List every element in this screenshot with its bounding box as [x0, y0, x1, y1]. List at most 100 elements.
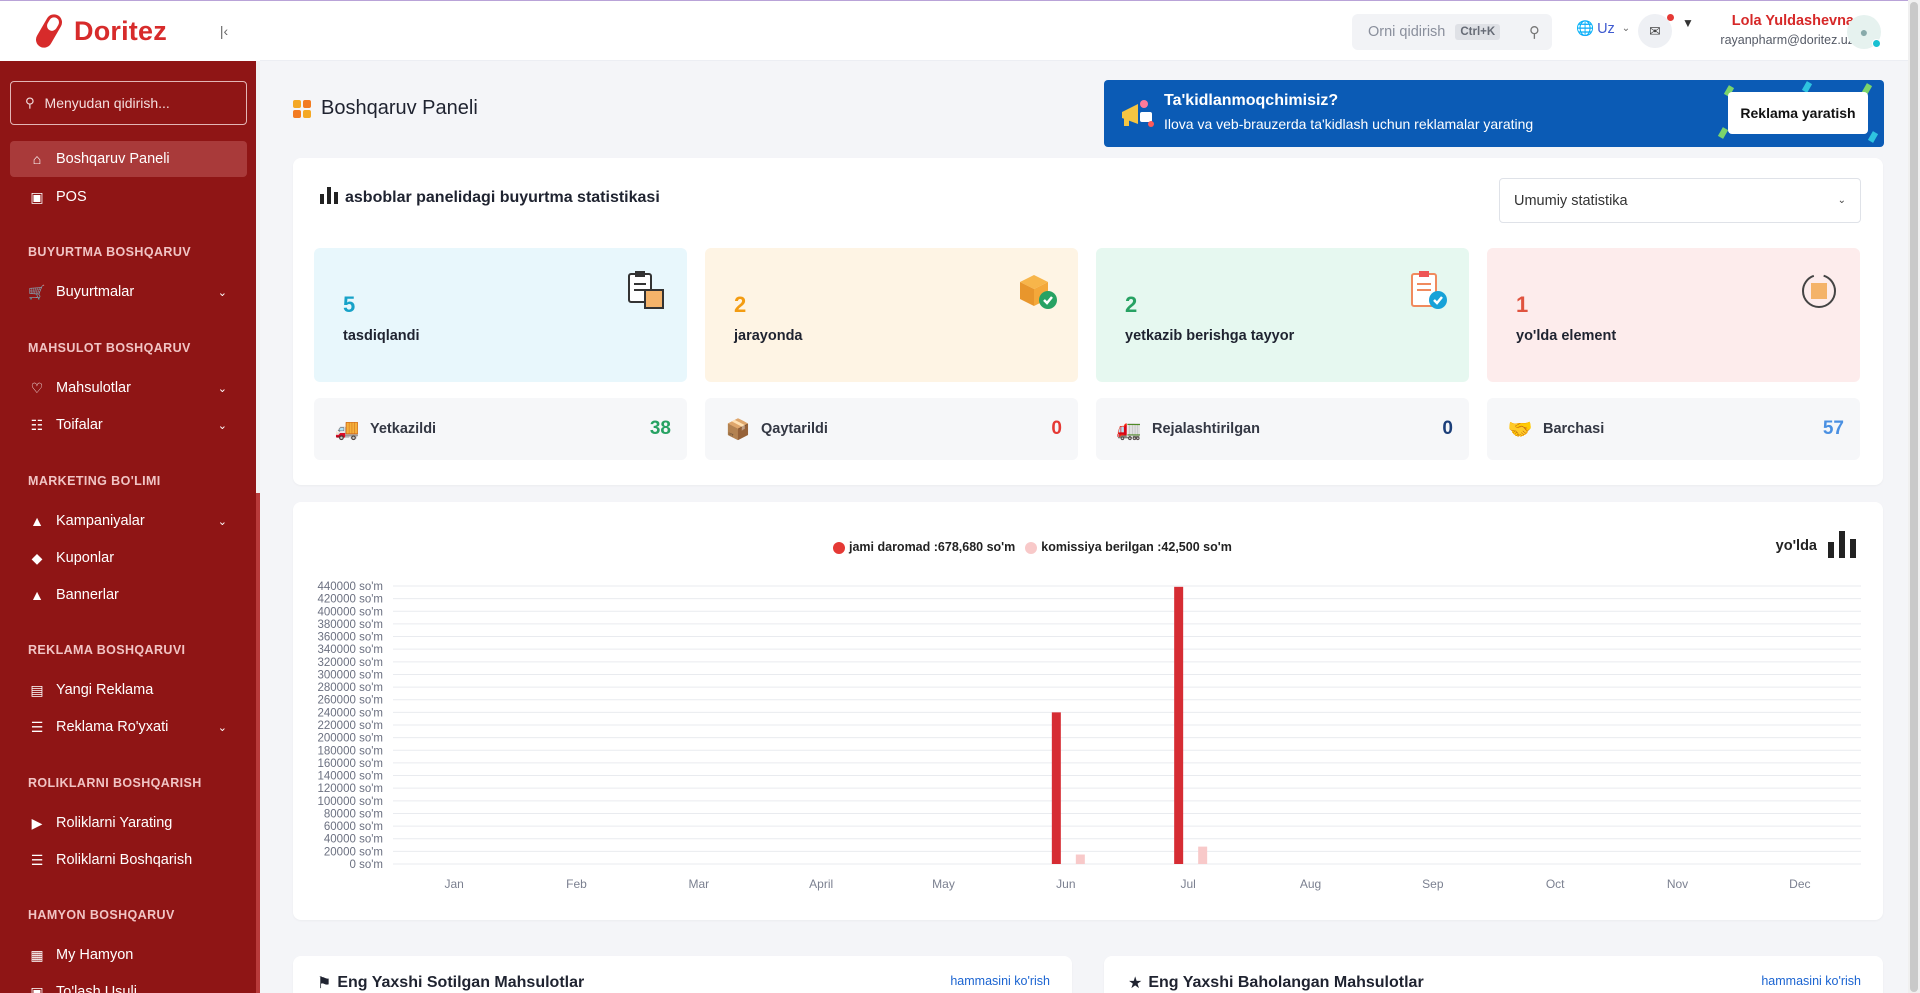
section-label-marketing: MARKETING BO'LIMI: [28, 474, 161, 488]
stat-processing[interactable]: 2 jarayonda: [705, 248, 1078, 382]
sidebar-item-products[interactable]: ♡ Mahsulotlar ⌄: [10, 370, 247, 406]
x-tick-label: Nov: [1667, 877, 1688, 891]
stat-confirmed[interactable]: 5 tasdiqlandi: [314, 248, 687, 382]
y-tick-label: 120000 so'm: [318, 783, 384, 795]
bar-revenue-jul[interactable]: [1174, 586, 1184, 864]
y-tick-label: 0 so'm: [349, 859, 383, 871]
sidebar-item-banners[interactable]: ▲ Bannerlar: [10, 577, 247, 613]
chevron-down-icon: ⌄: [1621, 23, 1631, 34]
sidebar-item-label: My Hamyon: [56, 947, 134, 963]
y-tick-label: 200000 so'm: [318, 733, 384, 745]
stats-title: asboblar panelidagi buyurtma statistikas…: [319, 186, 660, 209]
clipboard-box-icon: [625, 270, 667, 312]
stat-label: tasdiqlandi: [343, 328, 420, 344]
stat-ready[interactable]: 2 yetkazib berishga tayyor: [1096, 248, 1469, 382]
sidebar-item-new-ad[interactable]: ▤ Yangi Reklama: [10, 672, 247, 708]
chevron-down-icon: ⌄: [217, 286, 227, 299]
sidebar-item-label: POS: [56, 189, 87, 205]
y-tick-label: 180000 so'm: [318, 745, 384, 757]
sidebar-scrollbar[interactable]: [256, 61, 260, 993]
list-icon: ☰: [30, 718, 44, 735]
chart-filter[interactable]: yo'lda: [1776, 530, 1857, 562]
sidebar-item-ad-list[interactable]: ☰ Reklama Ro'yxati ⌄: [10, 709, 247, 745]
summary-all[interactable]: 🤝 Barchasi 57: [1487, 398, 1860, 460]
stat-value: 2: [734, 292, 747, 317]
category-icon: ☷: [30, 416, 44, 433]
video-icon: ▶: [31, 814, 43, 831]
stat-value: 1: [1516, 292, 1529, 317]
banner-icon: ▲: [30, 587, 44, 603]
wallet-icon: ▦: [30, 946, 44, 963]
page-scrollbar-thumb[interactable]: [1910, 2, 1918, 992]
search-icon: ⚲: [25, 95, 35, 110]
see-all-link[interactable]: hammasini ko'rish: [1761, 974, 1861, 988]
brand-logo[interactable]: Doritez |‹: [0, 0, 260, 61]
sidebar-item-wallet[interactable]: ▦ My Hamyon: [10, 937, 247, 973]
stats-filter-select[interactable]: Umumiy statistika ⌄: [1499, 178, 1861, 223]
legend-item-commission[interactable]: komissiya berilgan :42,500 so'm: [1025, 540, 1232, 554]
tag-icon: ♡: [30, 379, 44, 396]
sidebar-item-orders[interactable]: 🛒 Buyurtmalar ⌄: [10, 274, 247, 310]
bar-commission-jun[interactable]: [1075, 854, 1085, 864]
summary-label: Barchasi: [1543, 421, 1605, 437]
search-shortcut-badge: Ctrl+K: [1455, 24, 1501, 40]
user-name[interactable]: Lola Yuldashevna: [1731, 13, 1854, 29]
section-label-videos: ROLIKLARNI BOSHQARISH: [28, 776, 202, 790]
sidebar-item-dashboard[interactable]: ⌂ Boshqaruv Paneli: [10, 141, 247, 177]
sidebar-item-label: Kuponlar: [56, 550, 115, 566]
summary-scheduled[interactable]: 🚛 Rejalashtirilgan 0: [1096, 398, 1469, 460]
bar-revenue-jun[interactable]: [1051, 712, 1061, 864]
section-label-orders: BUYURTMA BOSHQARUV: [28, 245, 191, 259]
best-selling-title-text: Eng Yaxshi Sotilgan Mahsulotlar: [337, 974, 585, 991]
promo-title: Ta'kidlanmoqchimisiz?: [1164, 92, 1339, 109]
sidebar-item-create-video[interactable]: ▶ Roliklarni Yarating: [10, 805, 247, 841]
bar-commission-jul[interactable]: [1198, 846, 1208, 864]
hand-coin-icon: 🤝: [1507, 419, 1533, 441]
sidebar-item-categories[interactable]: ☷ Toifalar ⌄: [10, 407, 247, 443]
global-search-placeholder: Orni qidirish: [1368, 24, 1446, 40]
stat-on-the-way[interactable]: 1 yo'lda element: [1487, 248, 1860, 382]
menu-search-input[interactable]: ⚲ Menyudan qidirish...: [10, 81, 247, 125]
x-tick-label: Jun: [1056, 877, 1075, 891]
legend-label: komissiya berilgan :42,500 so'm: [1041, 540, 1232, 554]
sidebar-item-campaigns[interactable]: ▲ Kampaniyalar ⌄: [10, 503, 247, 539]
sidebar-item-pos[interactable]: ▣ POS: [10, 179, 247, 215]
y-tick-label: 240000 so'm: [318, 707, 384, 719]
stat-value: 2: [1125, 292, 1138, 317]
x-tick-label: May: [932, 877, 955, 891]
global-search-input[interactable]: Orni qidirish Ctrl+K ⚲: [1352, 14, 1552, 50]
y-tick-label: 420000 so'm: [318, 594, 384, 606]
collapse-sidebar-icon[interactable]: |‹: [219, 23, 229, 39]
revenue-chart-card: jami daromad :678,680 so'm komissiya ber…: [293, 502, 1883, 920]
x-tick-label: Dec: [1789, 877, 1810, 891]
y-tick-label: 300000 so'm: [318, 669, 384, 681]
chevron-down-icon: ⌄: [217, 515, 227, 528]
see-all-link[interactable]: hammasini ko'rish: [950, 974, 1050, 988]
pill-logo-icon: [34, 11, 64, 51]
language-selector[interactable]: 🌐 Uz ⌄: [1576, 20, 1631, 38]
summary-value: 0: [1051, 418, 1062, 439]
page-title-text: Boshqaruv Paneli: [321, 97, 478, 119]
sidebar-item-payment[interactable]: ▣ To'lash Usuli: [10, 974, 247, 993]
y-tick-label: 400000 so'm: [318, 606, 384, 618]
sidebar-item-manage-videos[interactable]: ☰ Roliklarni Boshqarish: [10, 842, 247, 878]
user-placeholder-icon: ●: [1859, 24, 1869, 40]
create-ad-button[interactable]: Reklama yaratish: [1728, 92, 1868, 134]
summary-returned[interactable]: 📦 Qaytarildi 0: [705, 398, 1078, 460]
y-tick-label: 140000 so'm: [318, 771, 384, 783]
legend-dot: [1025, 541, 1038, 554]
sidebar-scrollbar-thumb[interactable]: [256, 61, 260, 493]
summary-label: Rejalashtirilgan: [1152, 421, 1260, 437]
sidebar-item-label: Reklama Ro'yxati: [56, 719, 169, 735]
summary-delivered[interactable]: 🚚 Yetkazildi 38: [314, 398, 687, 460]
legend-item-revenue[interactable]: jami daromad :678,680 so'm: [833, 540, 1015, 554]
section-label-products: MAHSULOT BOSHQARUV: [28, 341, 191, 355]
caret-down-icon[interactable]: ▼: [1682, 16, 1694, 30]
confetti-decoration: [1717, 127, 1729, 139]
sidebar-item-coupons[interactable]: ◆ Kuponlar: [10, 540, 247, 576]
mail-button[interactable]: ✉: [1638, 14, 1672, 48]
x-tick-label: Jul: [1180, 877, 1195, 891]
sidebar-item-label: Mahsulotlar: [56, 380, 131, 396]
section-label-wallet: HAMYON BOSHQARUV: [28, 908, 175, 922]
y-tick-label: 220000 so'm: [318, 720, 384, 732]
